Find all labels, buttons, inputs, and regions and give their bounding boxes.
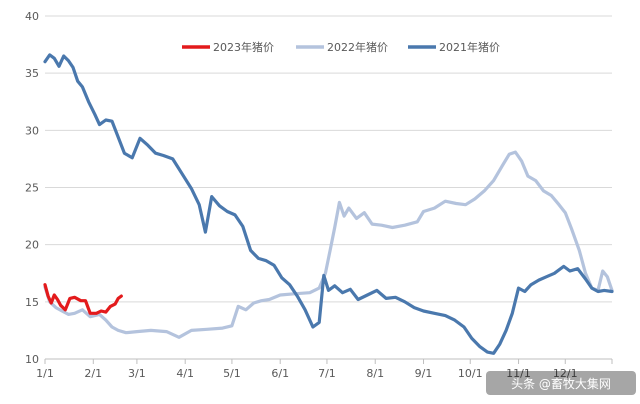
series-lines — [43, 53, 614, 355]
x-tick-label: 3/1 — [128, 367, 146, 380]
legend-label: 2022年猪价 — [327, 40, 388, 54]
grid-lines — [45, 15, 612, 303]
y-tick-label: 10 — [25, 353, 39, 366]
series-line-2023年猪价 — [43, 283, 123, 315]
x-tick-label: 2/1 — [84, 367, 102, 380]
legend-item: 2021年猪价 — [408, 40, 500, 54]
x-axis — [44, 358, 613, 364]
watermark-background — [486, 371, 636, 395]
legend-label: 2023年猪价 — [213, 40, 274, 54]
legend-label: 2021年猪价 — [439, 40, 500, 54]
y-tick-label: 15 — [25, 296, 39, 309]
x-tick-label: 1/1 — [36, 367, 54, 380]
series-line-2022年猪价 — [43, 150, 614, 339]
x-tick-label: 4/1 — [176, 367, 194, 380]
legend-item: 2022年猪价 — [296, 40, 388, 54]
y-tick-label: 35 — [25, 67, 39, 80]
x-tick-label: 5/1 — [223, 367, 241, 380]
x-tick-label: 8/1 — [366, 367, 384, 380]
series-line-2021年猪价 — [43, 53, 614, 355]
y-tick-label: 25 — [25, 182, 39, 195]
y-tick-label: 20 — [25, 239, 39, 252]
y-tick-label: 40 — [25, 10, 39, 23]
x-tick-label: 9/1 — [415, 367, 433, 380]
y-tick-label: 30 — [25, 124, 39, 137]
x-tick-label: 6/1 — [271, 367, 289, 380]
x-tick-label: 7/1 — [318, 367, 336, 380]
x-tick-label: 12/1 — [553, 367, 578, 380]
x-tick-label: 10/1 — [458, 367, 483, 380]
x-tick-label: 11/1 — [506, 367, 531, 380]
watermark: 头条 @畜牧大集网 — [486, 371, 636, 395]
legend-item: 2023年猪价 — [182, 40, 274, 54]
x-axis-ticks: 1/1 2/1 3/1 4/1 5/1 6/1 7/1 8/1 9/1 10/1 11/1 12/1 — [36, 367, 577, 380]
y-axis-ticks: 10 15 20 25 30 35 40 — [25, 10, 39, 366]
legend: 2023年猪价 2022年猪价 2021年猪价 — [182, 40, 500, 54]
watermark-text: 头条 @畜牧大集网 — [511, 376, 611, 391]
